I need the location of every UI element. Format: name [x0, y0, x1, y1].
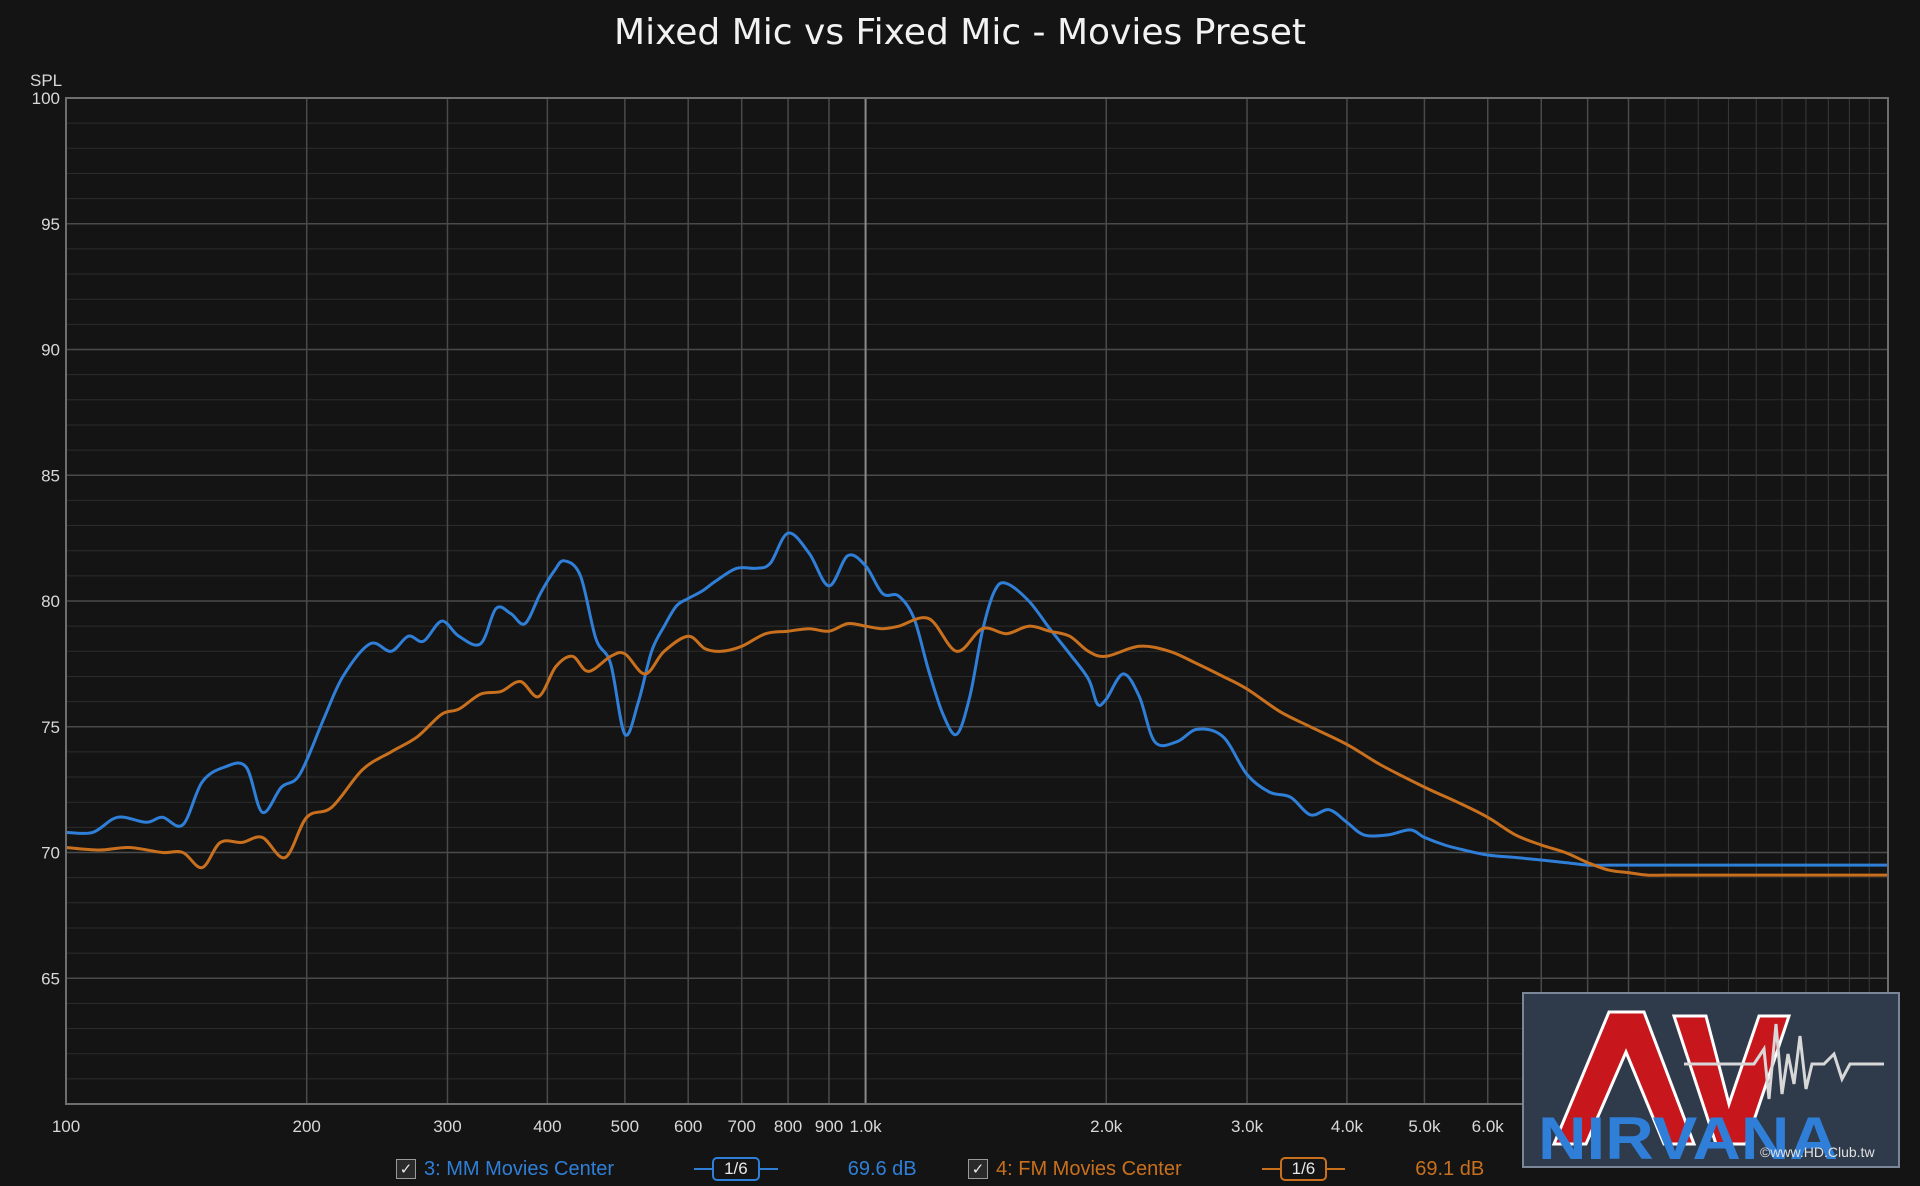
y-axis-ticks: 100 95 90 85 80 75 70 65	[32, 89, 60, 988]
x-tick-label: 4.0k	[1331, 1117, 1364, 1136]
x-tick-label: 300	[433, 1117, 461, 1136]
y-tick-label: 65	[41, 969, 60, 988]
y-tick-label: 80	[41, 592, 60, 611]
x-tick-label: 1.0k	[849, 1117, 882, 1136]
x-tick-label: 100	[52, 1117, 80, 1136]
x-tick-label: 500	[611, 1117, 639, 1136]
x-tick-label: 600	[674, 1117, 702, 1136]
series-1-label: 3: MM Movies Center	[424, 1157, 615, 1180]
series-2-label: 4: FM Movies Center	[996, 1157, 1182, 1180]
y-tick-label: 100	[32, 89, 60, 108]
x-tick-label: 3.0k	[1231, 1117, 1264, 1136]
logo-v-shape	[1671, 1014, 1792, 1146]
y-axis-label: SPL	[30, 71, 62, 90]
x-tick-label: 200	[293, 1117, 321, 1136]
series-lines	[65, 531, 1888, 877]
y-tick-label: 90	[41, 341, 60, 360]
series-1-level: 69.6 dB	[847, 1157, 917, 1180]
series-1-checkbox[interactable]: ✓	[396, 1159, 416, 1179]
series-2-smoothing-value: 1/6	[1279, 1157, 1328, 1181]
y-tick-label: 75	[41, 718, 60, 737]
logo-a-shape	[1551, 1010, 1697, 1146]
series-1-smoothing-value: 1/6	[712, 1157, 760, 1181]
plot-frame	[65, 97, 1889, 1105]
y-tick-label: 95	[41, 215, 60, 234]
x-tick-label: 700	[728, 1117, 756, 1136]
legend-series-1: ✓ 3: MM Movies Center 1/6 69.6 dB	[396, 1152, 917, 1186]
legend-series-2: ✓ 4: FM Movies Center 1/6 69.1 dB	[968, 1152, 1484, 1186]
x-tick-label: 900	[815, 1117, 843, 1136]
series-1-smoothing-button[interactable]: 1/6	[694, 1157, 778, 1181]
grid	[65, 98, 1888, 1104]
waveform-graphic	[1684, 1023, 1884, 1100]
y-tick-label: 85	[41, 466, 60, 485]
chart-title: Mixed Mic vs Fixed Mic - Movies Preset	[614, 12, 1306, 53]
series-2-checkbox[interactable]: ✓	[968, 1159, 988, 1179]
series-line-1	[65, 531, 1888, 867]
y-tick-label: 70	[41, 844, 60, 863]
x-tick-label: 6.0k	[1472, 1117, 1505, 1136]
copyright-text: ©www.HD.Club.tw	[1760, 1144, 1875, 1160]
av-nirvana-watermark: NIRVANA	[1522, 992, 1900, 1168]
logo-nirvana-text: NIRVANA	[1538, 1105, 1838, 1168]
x-tick-label: 400	[533, 1117, 561, 1136]
series-line-2	[65, 616, 1888, 877]
x-tick-label: 5.0k	[1408, 1117, 1441, 1136]
x-tick-label: 800	[774, 1117, 802, 1136]
series-2-smoothing-button[interactable]: 1/6	[1261, 1157, 1346, 1181]
series-2-level: 69.1 dB	[1415, 1157, 1485, 1180]
x-axis-ticks: 100 200 300 400 500 600 700 800 900 1.0k 2.0k 3.0k 4…	[52, 1117, 1655, 1136]
x-tick-label: 2.0k	[1090, 1117, 1123, 1136]
